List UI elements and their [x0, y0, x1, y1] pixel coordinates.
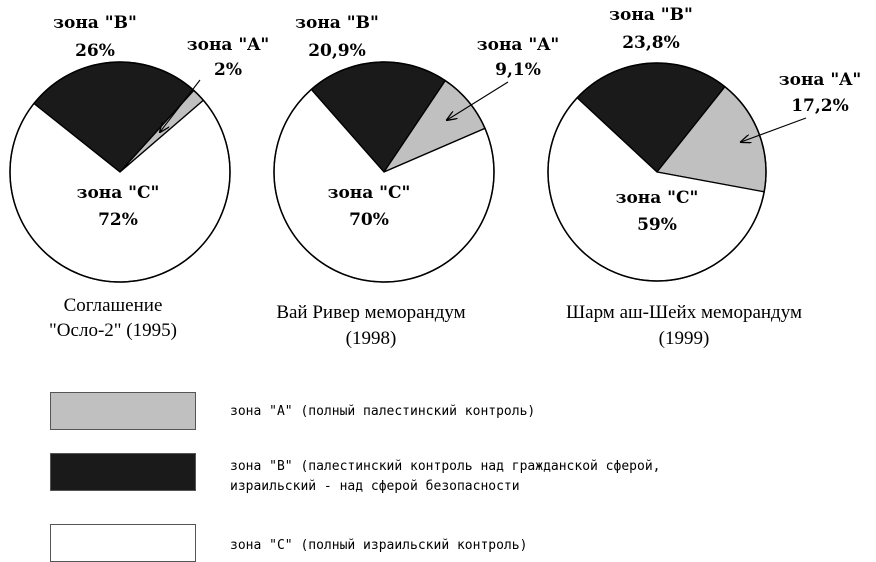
legend-swatch-zone-c: [50, 524, 196, 562]
zone-a-pointer-arrow: [447, 81, 509, 120]
pie-chart-2: зона "A" 9,1% зона "B" 20,9% зона "C" 70% Вай …: [273, 13, 559, 349]
legend-label-zone-c: зона "С" (полный израильский контроль): [230, 536, 527, 556]
legend-swatch-zone-a: [50, 392, 196, 430]
chart-caption: Шарм аш-Шейх меморандум: [566, 302, 802, 323]
slice-value-zone-b: 20,9%: [308, 41, 366, 61]
pie-chart-3: зона "A" 17,2% зона "B" 23,8% зона "C" 59% Шар…: [547, 5, 861, 349]
slice-value-zone-a: 9,1%: [495, 60, 541, 80]
pie-charts: зона "A" 2% зона "B" 26% зона "C" 72% Соглашен…: [9, 5, 861, 349]
chart-caption: "Осло-2" (1995): [49, 320, 177, 341]
legend-label-zone-a: зона "А" (полный палестинский контроль): [230, 402, 535, 422]
legend-swatch-zone-b: [50, 453, 196, 491]
chart-caption: Вай Ривер меморандум: [276, 302, 465, 323]
legend-line: зона "С" (полный израильский контроль): [230, 538, 528, 553]
zone-a-pointer-arrow: [160, 79, 201, 132]
slice-label-zone-c: зона "C": [616, 188, 699, 208]
slice-label-zone-c: зона "C": [77, 183, 160, 203]
slice-value-zone-b: 26%: [75, 41, 115, 61]
chart-caption: (1998): [346, 328, 397, 349]
slice-value-zone-c: 72%: [98, 210, 138, 230]
slice-value-zone-c: 59%: [637, 215, 677, 235]
pie-outline: [9, 61, 231, 283]
legend-label-zone-b: зона "В" (палестинский контроль над граж…: [230, 457, 660, 497]
slice-label-zone-c: зона "C": [328, 183, 411, 203]
chart-caption: Соглашение: [64, 295, 163, 316]
legend-line: зона "А" (полный палестинский контроль): [230, 404, 536, 419]
slice-label-zone-a: зона "A": [187, 35, 269, 55]
legend-line: зона "В" (палестинский контроль над граж…: [230, 459, 661, 474]
slice-label-zone-b: зона "B": [609, 5, 693, 25]
pie-outline: [547, 62, 767, 282]
pie-outline: [273, 61, 495, 283]
slice-value-zone-a: 2%: [214, 60, 242, 80]
pie-chart-1: зона "A" 2% зона "B" 26% зона "C" 72% Соглашен…: [9, 13, 269, 341]
slice-value-zone-a: 17,2%: [791, 96, 849, 116]
slice-value-zone-b: 23,8%: [622, 33, 680, 53]
zone-a-pointer-arrow: [741, 117, 807, 142]
legend-line: израильский - над сферой безопасности: [230, 479, 520, 494]
slice-label-zone-a: зона "A": [477, 35, 559, 55]
slice-label-zone-a: зона "A": [779, 70, 861, 90]
chart-caption: (1999): [659, 328, 710, 349]
slice-value-zone-c: 70%: [349, 210, 389, 230]
slice-label-zone-b: зона "B": [53, 13, 137, 33]
slice-label-zone-b: зона "B": [295, 13, 379, 33]
